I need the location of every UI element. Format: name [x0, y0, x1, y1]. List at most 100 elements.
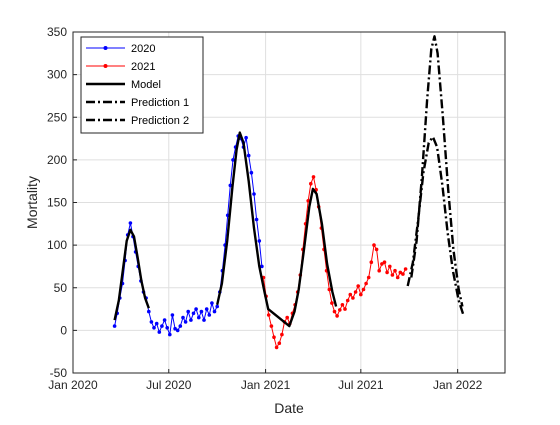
y-axis-label: Mortality [24, 176, 40, 229]
data-point [327, 287, 332, 292]
y-tick-label: 300 [47, 68, 67, 82]
data-point [204, 307, 209, 311]
data-point [285, 315, 290, 320]
data-point [401, 272, 405, 276]
data-point [348, 292, 353, 297]
data-point [272, 335, 276, 340]
data-point [257, 239, 262, 243]
data-point [356, 284, 361, 288]
data-point [343, 307, 347, 311]
y-tick-label: 0 [60, 323, 67, 337]
series-prediction-2 [406, 135, 465, 316]
plot-series [112, 35, 465, 350]
data-point [372, 243, 376, 247]
legend-entry: Prediction 1 [86, 97, 189, 109]
data-point [403, 267, 408, 271]
data-point [202, 318, 206, 322]
data-point [165, 326, 169, 330]
data-point [332, 309, 337, 314]
data-point [393, 268, 397, 273]
data-point [338, 308, 342, 312]
series-model [113, 131, 338, 328]
data-point [254, 217, 259, 222]
data-point [207, 313, 212, 317]
data-point [183, 320, 188, 324]
data-point [249, 170, 254, 175]
data-point [374, 247, 379, 252]
legend-label: 2021 [131, 61, 155, 73]
data-point [353, 290, 358, 294]
data-point [181, 315, 185, 320]
series-line [410, 35, 464, 307]
data-point [199, 309, 204, 314]
data-point [147, 309, 151, 314]
data-point [274, 345, 279, 350]
data-point [168, 332, 172, 337]
axis-ticks: Jan 2020 Jul 2020 Jan 2021 Jul 2021 Jan 2022… [47, 25, 483, 392]
series-line [113, 131, 338, 328]
data-point [380, 262, 384, 266]
legend-entry: Model [86, 79, 161, 91]
data-point [178, 324, 183, 328]
data-point [149, 320, 154, 324]
data-point [359, 292, 363, 297]
data-point [191, 311, 196, 316]
x-axis-label: Date [274, 400, 304, 416]
legend-marker [103, 46, 108, 50]
y-tick-label: 200 [47, 153, 67, 167]
data-point [398, 270, 403, 275]
data-point [280, 332, 284, 337]
data-point [154, 321, 159, 326]
y-tick-label: 350 [47, 25, 67, 39]
data-point [377, 268, 382, 273]
y-tick-label: 50 [54, 281, 68, 295]
data-point [369, 260, 374, 265]
series-prediction-1 [410, 35, 464, 307]
x-tick-label: Jan 2021 [241, 378, 291, 392]
data-point [157, 330, 162, 334]
legend-label: Prediction 1 [131, 97, 189, 109]
data-point [244, 135, 248, 140]
data-point [112, 324, 117, 328]
y-tick-label: 100 [47, 238, 67, 252]
data-point [330, 301, 334, 305]
data-point [175, 328, 180, 333]
data-point [231, 158, 235, 162]
data-point [309, 181, 313, 186]
data-point [345, 298, 350, 303]
data-point [340, 303, 345, 307]
data-point [335, 314, 339, 318]
data-point [173, 326, 177, 331]
data-point [306, 199, 311, 203]
x-tick-label: Jul 2021 [338, 378, 384, 392]
data-point [364, 281, 368, 286]
legend-marker [103, 64, 108, 68]
x-tick-label: Jan 2020 [48, 378, 98, 392]
y-tick-label: 150 [47, 196, 67, 210]
data-point [194, 307, 198, 311]
legend-entry: Prediction 2 [86, 115, 189, 127]
data-point [366, 275, 371, 280]
legend-label: Model [131, 79, 161, 91]
data-point [311, 175, 316, 179]
data-point [128, 221, 133, 225]
data-point [246, 153, 251, 158]
legend-label: 2020 [131, 43, 155, 55]
data-point [210, 301, 214, 305]
data-point [215, 304, 219, 309]
data-point [395, 275, 400, 280]
series-2020 [112, 134, 264, 337]
y-tick-label: -50 [50, 366, 68, 380]
data-point [277, 341, 282, 346]
data-point [170, 313, 175, 317]
data-point [382, 260, 387, 265]
data-point [197, 315, 201, 320]
data-point [152, 326, 156, 330]
legend-entry: 2020 [86, 43, 155, 55]
data-point [385, 270, 389, 275]
data-point [228, 183, 233, 188]
data-point [351, 296, 355, 300]
data-point [212, 309, 217, 314]
legend: 2020 2021 Model Prediction 1 Prediction 2 [80, 36, 204, 134]
